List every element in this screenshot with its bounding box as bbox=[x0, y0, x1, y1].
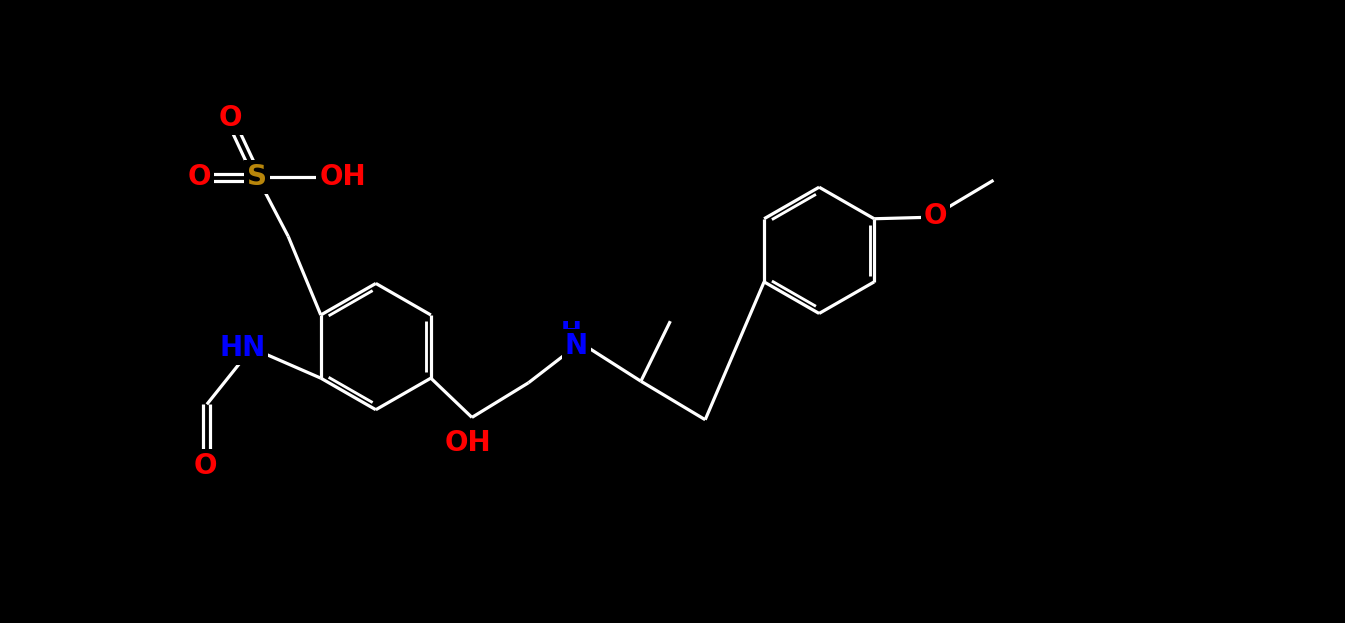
Text: OH: OH bbox=[445, 429, 491, 457]
Text: O: O bbox=[218, 104, 242, 132]
Text: O: O bbox=[194, 452, 217, 480]
Text: O: O bbox=[924, 202, 947, 230]
Text: OH: OH bbox=[319, 163, 366, 191]
Text: HN: HN bbox=[219, 334, 266, 362]
Text: H: H bbox=[561, 320, 581, 344]
Text: S: S bbox=[247, 163, 268, 191]
Text: O: O bbox=[187, 163, 211, 191]
Text: N: N bbox=[565, 332, 588, 360]
